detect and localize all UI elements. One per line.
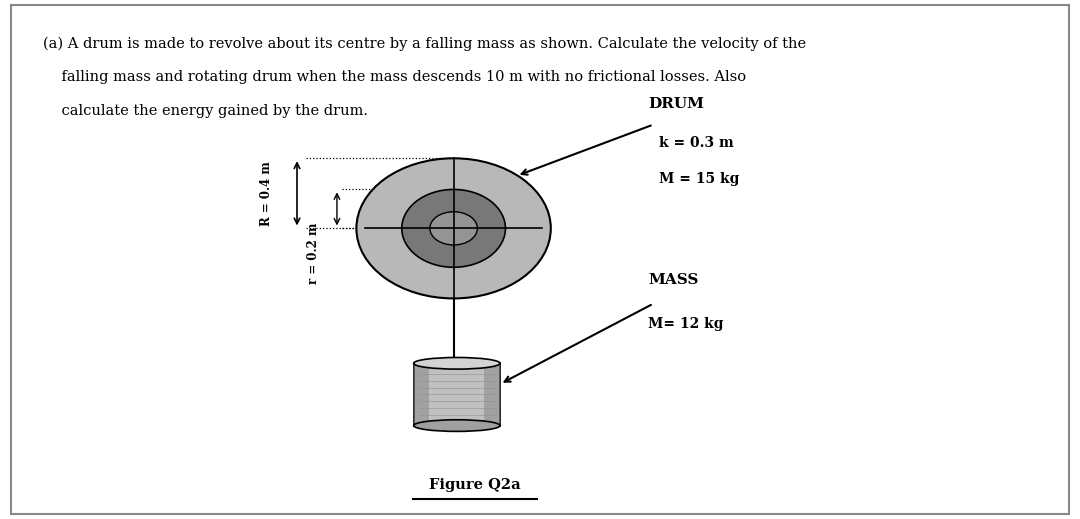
Bar [485,363,500,426]
Bar [414,363,500,426]
Text: MASS: MASS [648,274,699,287]
Text: M = 15 kg: M = 15 kg [659,172,739,186]
Text: (a) A drum is made to revolve about its centre by a falling mass as shown. Calcu: (a) A drum is made to revolve about its … [43,36,807,51]
Ellipse shape [430,212,477,245]
Text: M= 12 kg: M= 12 kg [648,318,724,331]
Ellipse shape [402,189,505,267]
Text: R = 0.4 m: R = 0.4 m [260,161,273,226]
Text: r = 0.2 m: r = 0.2 m [307,222,320,283]
Text: calculate the energy gained by the drum.: calculate the energy gained by the drum. [43,104,368,118]
Text: k = 0.3 m: k = 0.3 m [659,136,733,149]
Text: DRUM: DRUM [648,97,704,111]
Text: Figure Q2a: Figure Q2a [430,479,521,492]
Ellipse shape [414,420,500,431]
Text: falling mass and rotating drum when the mass descends 10 m with no frictional lo: falling mass and rotating drum when the … [43,70,746,84]
Ellipse shape [414,358,500,369]
Bar [414,363,429,426]
Ellipse shape [356,158,551,298]
